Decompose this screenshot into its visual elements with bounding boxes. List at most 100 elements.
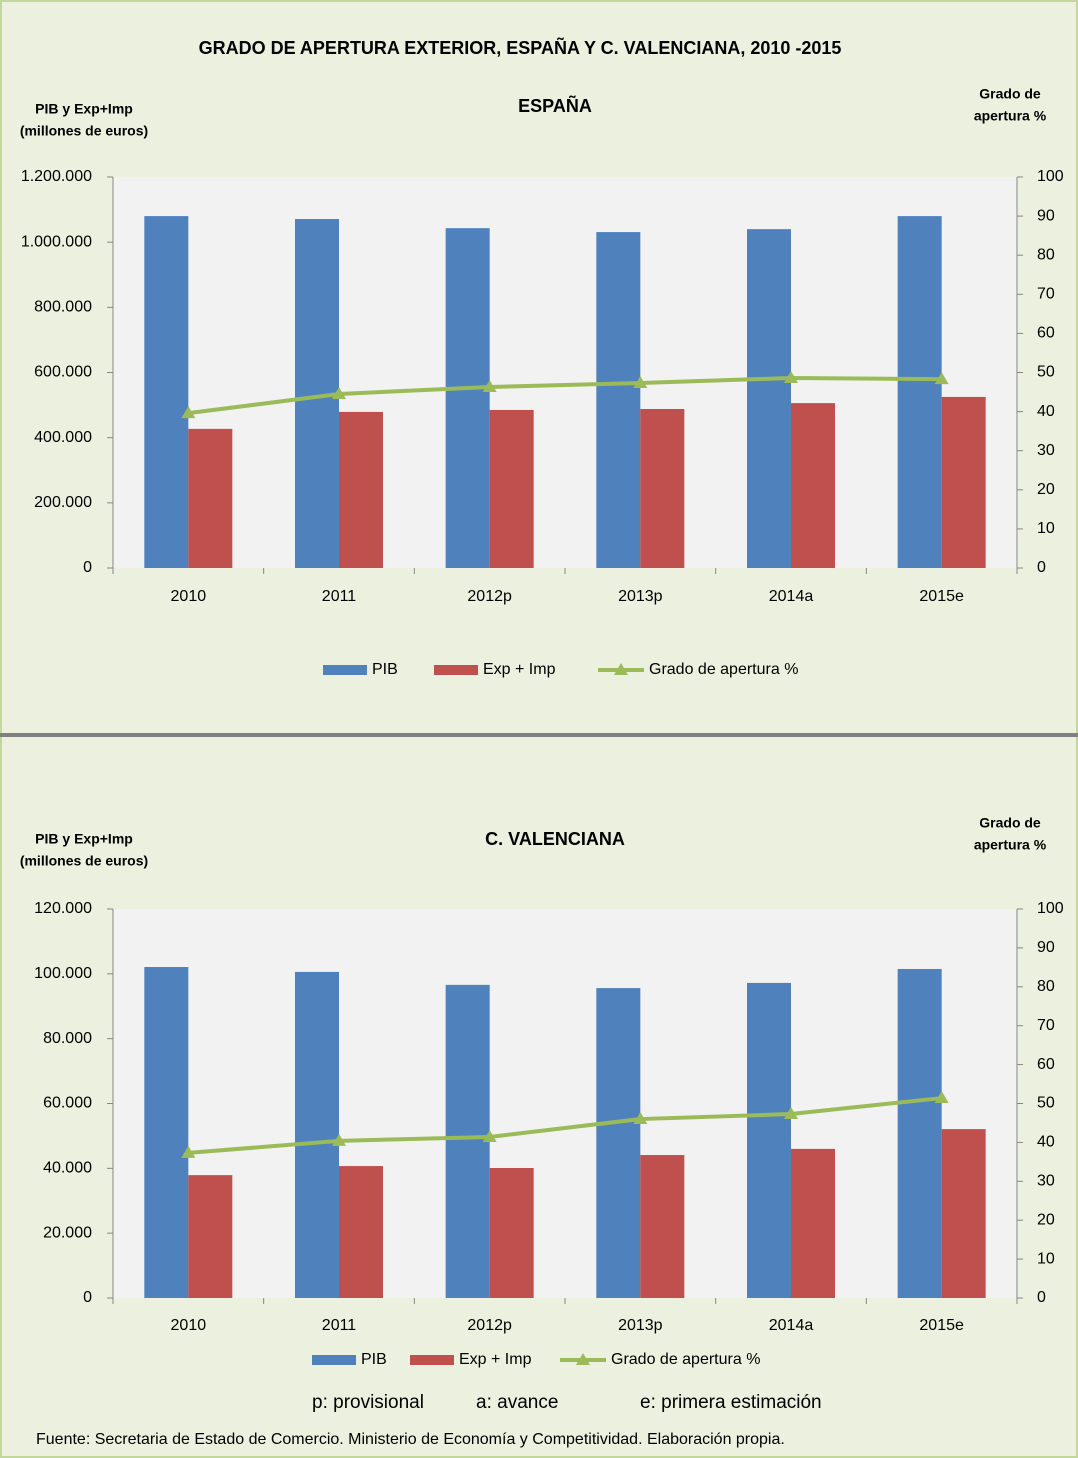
bar xyxy=(596,232,641,568)
y2-tick-label: 80 xyxy=(1037,246,1055,263)
y2-tick-label: 40 xyxy=(1037,1134,1055,1151)
y-tick-label: 600.000 xyxy=(34,364,92,381)
line xyxy=(188,1096,942,1155)
chart-title: ESPAÑA xyxy=(518,95,592,116)
bar xyxy=(640,408,685,568)
legend-label: PIB xyxy=(372,661,398,678)
bar xyxy=(596,988,641,1298)
bar xyxy=(489,409,534,568)
bar xyxy=(188,428,233,568)
y2-tick-label: 30 xyxy=(1037,442,1055,459)
legend-swatch xyxy=(576,1353,590,1365)
y-tick-label: 0 xyxy=(83,1289,92,1306)
y2-tick-label: 90 xyxy=(1037,207,1055,224)
legend-swatch xyxy=(614,663,628,675)
chart-title: C. VALENCIANA xyxy=(485,829,625,849)
y-tick-label: 1.000.000 xyxy=(21,233,92,250)
plot-area xyxy=(113,177,1017,568)
bar xyxy=(445,984,490,1298)
x-tick-label: 2012p xyxy=(467,588,512,605)
x-tick-label: 2011 xyxy=(322,588,357,605)
bar xyxy=(339,1166,383,1298)
legend-label: PIB xyxy=(361,1351,387,1368)
y2-tick-label: 0 xyxy=(1037,1289,1046,1306)
marker xyxy=(784,370,798,383)
bar xyxy=(339,411,383,568)
legend-swatch xyxy=(410,1355,454,1365)
x-tick-label: 2015e xyxy=(919,1317,964,1334)
marker xyxy=(784,1107,798,1120)
marker xyxy=(934,372,949,385)
marker xyxy=(633,376,648,389)
note: e: primera estimación xyxy=(640,1392,822,1413)
y-tick-label: 20.000 xyxy=(43,1224,92,1241)
x-tick-label: 2010 xyxy=(171,1317,207,1334)
y2-tick-label: 70 xyxy=(1037,1017,1055,1034)
x-tick-label: 2014a xyxy=(769,1317,814,1334)
y2-tick-label: 10 xyxy=(1037,1250,1055,1267)
y2-tick-label: 50 xyxy=(1037,1095,1055,1112)
y2-tick-label: 0 xyxy=(1037,559,1046,576)
y2-tick-label: 100 xyxy=(1037,168,1064,185)
y2-tick-label: 40 xyxy=(1037,403,1055,420)
legend-label: Exp + Imp xyxy=(483,661,556,678)
bar xyxy=(188,1175,233,1298)
legend-swatch xyxy=(323,665,367,675)
note: a: avance xyxy=(476,1392,558,1413)
note: p: provisional xyxy=(312,1392,424,1413)
y-tick-label: 400.000 xyxy=(34,429,92,446)
bar xyxy=(897,216,942,568)
bar xyxy=(941,396,986,568)
y-tick-label: 1.200.000 xyxy=(21,168,92,185)
y2-axis-label: apertura % xyxy=(974,108,1047,124)
bar xyxy=(941,1129,986,1298)
marker xyxy=(181,406,196,419)
y2-tick-label: 70 xyxy=(1037,286,1055,303)
legend-swatch xyxy=(434,665,478,675)
source: Fuente: Secretaria de Estado de Comercio… xyxy=(36,1431,785,1448)
bar xyxy=(897,968,942,1298)
x-tick-label: 2013p xyxy=(618,588,663,605)
y-tick-label: 800.000 xyxy=(34,299,92,316)
marker xyxy=(181,1145,196,1158)
bar xyxy=(747,229,791,568)
bar xyxy=(489,1168,534,1298)
y2-tick-label: 80 xyxy=(1037,978,1055,995)
y-tick-label: 200.000 xyxy=(34,494,92,511)
y2-axis-label: Grado de xyxy=(979,815,1041,831)
y-axis-label: (millones de euros) xyxy=(20,123,148,139)
legend-label: Exp + Imp xyxy=(459,1351,532,1368)
y2-tick-label: 60 xyxy=(1037,1056,1055,1073)
y2-tick-label: 20 xyxy=(1037,1211,1055,1228)
y2-tick-label: 60 xyxy=(1037,325,1055,342)
x-tick-label: 2012p xyxy=(467,1317,512,1334)
marker xyxy=(482,379,497,392)
bar xyxy=(144,967,189,1298)
bar xyxy=(144,216,189,568)
y2-tick-label: 30 xyxy=(1037,1173,1055,1190)
marker xyxy=(934,1091,949,1104)
marker xyxy=(482,1129,497,1142)
y-tick-label: 60.000 xyxy=(43,1095,92,1112)
y2-tick-label: 10 xyxy=(1037,520,1055,537)
y-axis-label: PIB y Exp+Imp xyxy=(35,101,133,117)
bar xyxy=(791,403,835,568)
x-tick-label: 2010 xyxy=(171,588,207,605)
y2-tick-label: 90 xyxy=(1037,939,1055,956)
bar xyxy=(747,982,791,1298)
x-tick-label: 2013p xyxy=(618,1317,663,1334)
x-tick-label: 2011 xyxy=(322,1317,357,1334)
bar xyxy=(791,1148,835,1298)
y-axis-label: (millones de euros) xyxy=(20,853,148,869)
marker xyxy=(332,387,346,400)
y2-axis-label: apertura % xyxy=(974,837,1047,853)
y-tick-label: 80.000 xyxy=(43,1030,92,1047)
legend-label: Grado de apertura % xyxy=(611,1351,760,1368)
bar xyxy=(445,228,490,569)
y2-tick-label: 50 xyxy=(1037,364,1055,381)
marker xyxy=(332,1133,346,1146)
x-tick-label: 2014a xyxy=(769,588,814,605)
y2-tick-label: 100 xyxy=(1037,900,1064,917)
y-tick-label: 40.000 xyxy=(43,1160,92,1177)
